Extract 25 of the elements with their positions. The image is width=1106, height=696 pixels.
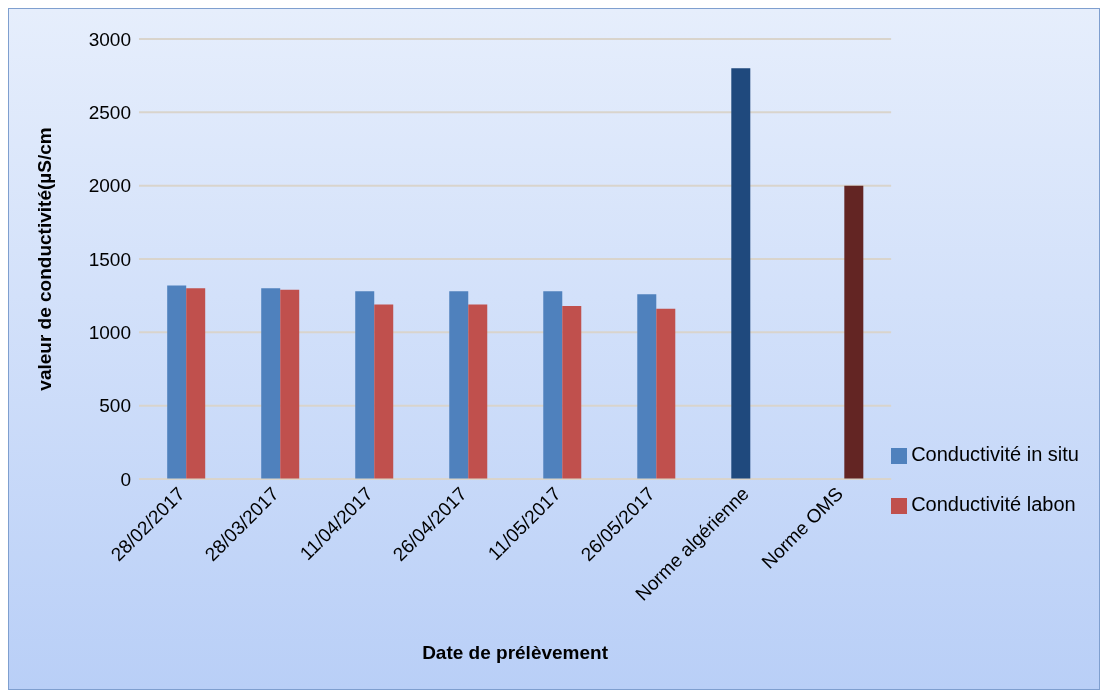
- y-tick-label: 3000: [88, 28, 131, 50]
- bar: [374, 304, 394, 479]
- bar: [844, 185, 864, 479]
- bar: [280, 289, 300, 479]
- y-tick-label: 0: [120, 468, 131, 490]
- legend-label: Conductivité in situ: [911, 443, 1079, 465]
- y-tick-label: 2500: [88, 102, 131, 124]
- bar: [468, 304, 488, 479]
- bar: [637, 294, 657, 479]
- legend-label: Conductivité labon: [911, 493, 1076, 515]
- y-axis-title: valeur de conductivité(µS/cm: [33, 127, 55, 391]
- bar: [261, 288, 281, 479]
- y-tick-label: 2000: [88, 175, 131, 197]
- bar: [186, 288, 206, 479]
- bar: [449, 291, 469, 479]
- bar: [167, 285, 187, 479]
- bar: [355, 291, 375, 479]
- y-tick-label: 1000: [88, 322, 131, 344]
- y-tick-label: 1500: [88, 248, 131, 270]
- x-axis-title: Date de prélèvement: [422, 642, 609, 663]
- y-tick-label: 500: [99, 395, 131, 417]
- bar: [562, 305, 582, 479]
- bar: [731, 68, 751, 479]
- bar: [656, 308, 676, 479]
- bar: [543, 291, 563, 479]
